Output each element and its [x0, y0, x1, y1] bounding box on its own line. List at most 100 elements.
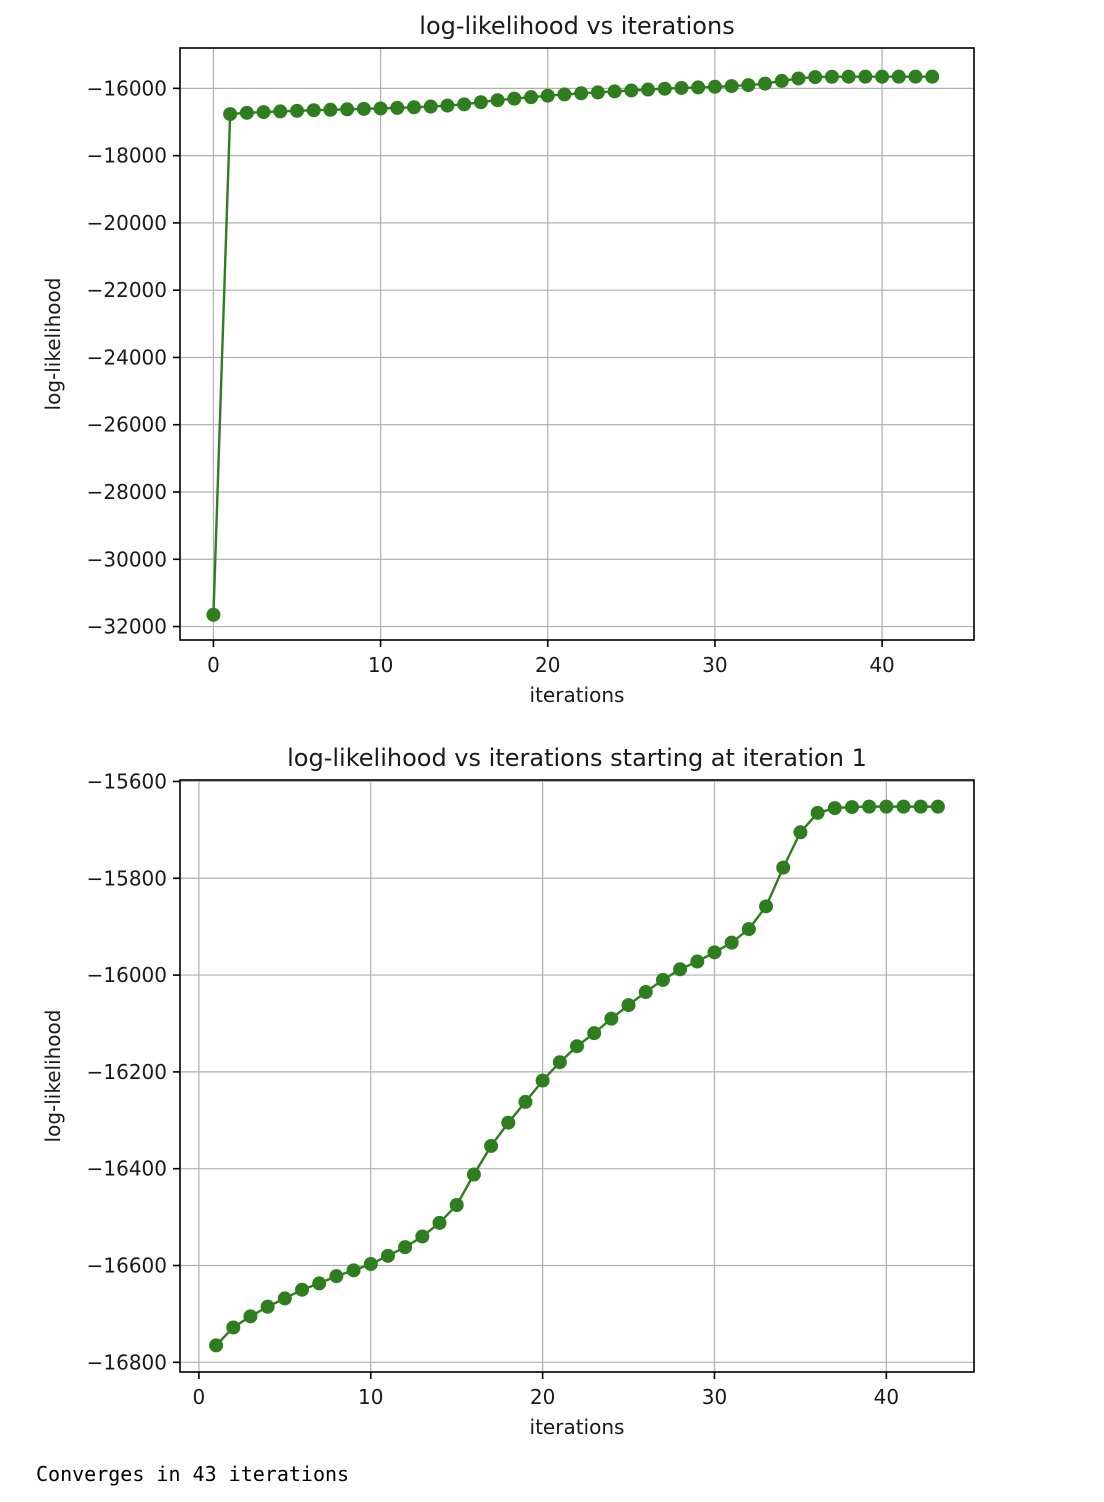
data-point [691, 80, 706, 95]
data-point [621, 998, 636, 1013]
x-tick-label: 30 [702, 1385, 727, 1409]
data-point [273, 104, 288, 119]
data-point [587, 1026, 602, 1041]
x-tick-label: 20 [535, 653, 560, 677]
data-point [290, 103, 305, 118]
data-point [407, 100, 422, 115]
y-tick-label: −15600 [87, 769, 167, 793]
data-point [638, 985, 653, 1000]
data-point [223, 107, 238, 122]
y-axis-label: log-likelihood [41, 1010, 65, 1143]
y-tick-label: −18000 [87, 144, 167, 168]
x-tick-label: 30 [702, 653, 727, 677]
data-point [206, 607, 221, 622]
plot-frame [179, 47, 975, 641]
y-tick-label: −26000 [87, 413, 167, 437]
chart-title: log-likelihood vs iterations [419, 12, 734, 40]
data-point [356, 101, 371, 116]
x-axis-label: iterations [530, 683, 625, 707]
data-point [741, 922, 756, 937]
x-tick-label: 10 [358, 1385, 383, 1409]
data-point [776, 860, 791, 875]
data-point [423, 99, 438, 114]
data-point [507, 91, 522, 106]
data-point [604, 1011, 619, 1026]
data-point [449, 1198, 464, 1213]
data-point [879, 799, 894, 814]
data-point [295, 1282, 310, 1297]
series-line [212, 75, 933, 615]
series-line [215, 805, 938, 1347]
data-point [707, 945, 722, 960]
x-axis-label: iterations [530, 1415, 625, 1439]
data-point [209, 1338, 224, 1353]
data-point [260, 1299, 275, 1314]
data-point [323, 102, 338, 117]
data-point [930, 799, 945, 814]
y-axis-label: log-likelihood [41, 278, 65, 411]
data-point [913, 799, 928, 814]
data-point [306, 103, 321, 118]
x-tick-label: 0 [207, 653, 220, 677]
data-point [390, 100, 405, 115]
data-point [759, 899, 774, 914]
data-point [690, 954, 705, 969]
data-point [774, 73, 789, 88]
data-point [490, 93, 505, 108]
data-point [655, 972, 670, 987]
x-tick-label: 0 [193, 1385, 206, 1409]
x-tick-label: 40 [869, 653, 894, 677]
data-point [707, 79, 722, 94]
chart-1: 0 10 20 30 40 −32000 −30000 −28000 −26000 −24000 −… [41, 12, 975, 707]
y-tick-label: −16200 [87, 1060, 167, 1084]
data-point [552, 1055, 567, 1070]
data-point [432, 1215, 447, 1230]
data-point [793, 825, 808, 840]
data-point [340, 102, 355, 117]
data-point [607, 84, 622, 99]
data-point [484, 1138, 499, 1153]
data-point [858, 69, 873, 84]
data-point [741, 78, 756, 93]
data-point [243, 1309, 258, 1324]
data-point [535, 1073, 550, 1088]
data-point [466, 1167, 481, 1182]
data-point [673, 962, 688, 977]
plot-frame [179, 779, 975, 1373]
data-point [641, 82, 656, 97]
data-point [891, 69, 906, 84]
data-point [925, 69, 940, 84]
data-point [574, 86, 589, 101]
data-point [862, 799, 877, 814]
y-tick-label: −28000 [87, 480, 167, 504]
data-point [841, 69, 856, 84]
data-point [277, 1291, 292, 1306]
data-point [415, 1229, 430, 1244]
data-point [440, 98, 455, 113]
data-point [624, 83, 639, 98]
data-point [808, 70, 823, 85]
data-point [380, 1248, 395, 1263]
data-point [724, 79, 739, 94]
y-tick-label: −32000 [87, 615, 167, 639]
x-tick-label: 20 [530, 1385, 555, 1409]
data-point [724, 935, 739, 950]
data-point [518, 1094, 533, 1109]
y-tick-label: −30000 [87, 547, 167, 571]
figure: 0 10 20 30 40 −32000 −30000 −28000 −26000 −24000 −… [41, 12, 975, 1439]
data-point [239, 105, 254, 120]
data-point [363, 1257, 378, 1272]
data-point [329, 1269, 344, 1284]
data-point [457, 97, 472, 112]
data-point [908, 69, 923, 84]
data-point [844, 800, 859, 815]
data-point [896, 799, 911, 814]
y-tick-label: −16000 [87, 76, 167, 100]
data-point [590, 85, 605, 100]
data-point [758, 76, 773, 91]
y-tick-label: −20000 [87, 211, 167, 235]
data-point [373, 101, 388, 116]
chart-2: 0 10 20 30 40 −16800 −16600 −16400 −16200 −16000 −… [41, 744, 975, 1439]
y-tick-label: −15800 [87, 866, 167, 890]
data-point [827, 801, 842, 816]
